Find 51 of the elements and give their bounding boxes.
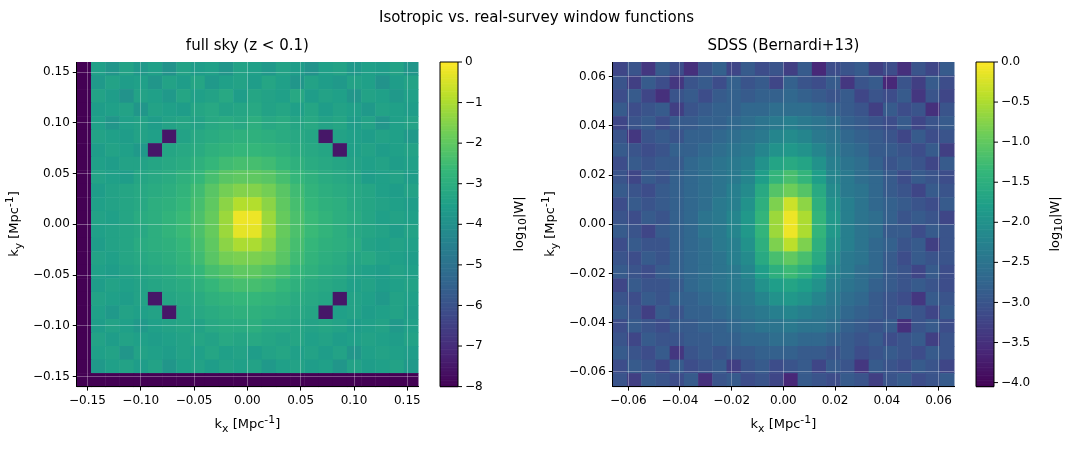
x-tick-label: 0.02 [821,392,849,407]
x-tick-label: −0.04 [661,392,699,407]
x-tick-label: 0.06 [925,392,952,407]
x-axis-title: k$_{x}$ [Mpc$^{-1}$] [750,412,817,435]
color-bar-label: −8 [465,378,483,393]
y-tick-label: −0.06 [568,363,606,378]
color-bar-label: −2.5 [1001,254,1031,269]
color-bar-label: −1 [465,94,483,109]
color-bar-label: 0.0 [1001,54,1021,69]
y-tick-label: −0.02 [568,265,606,280]
color-bar-label: −5 [465,257,483,271]
x-axis-title: k$_{x}$ [Mpc$^{-1}$] [214,412,281,435]
y-tick-label: −0.05 [32,267,70,282]
x-tick-label: 0.04 [873,392,901,407]
x-tick-label: 0.00 [770,392,797,407]
y-tick-label: −0.15 [32,368,70,383]
y-tick-label: 0.04 [579,118,606,133]
color-bar-label: −1.0 [1001,134,1031,149]
color-bar-label: −7 [465,338,483,353]
color-bar-label: −1.5 [1001,174,1031,189]
y-tick-label: 0.10 [43,114,70,129]
y-tick-label: 0.05 [43,165,70,180]
x-tick-label: −0.10 [122,392,160,407]
color-bar-label: −2 [465,135,483,150]
y-tick-label: 0.02 [579,167,606,182]
y-tick-label: 0.00 [43,216,70,231]
color-bar-label: −6 [465,297,483,312]
x-tick-label: −0.15 [69,392,106,407]
text: Isotropic vs. real-survey window functions [377,8,696,26]
x-tick-label: −0.05 [175,392,213,407]
y-tick-label: −0.10 [32,317,70,332]
color-bar-label: −2.0 [1001,214,1031,229]
chart-title: SDSS (Bernardi+13) [707,36,860,54]
x-tick-label: −0.02 [713,392,751,407]
y-tick-label: 0.06 [579,68,606,83]
x-tick-label: −0.06 [609,392,647,407]
color-bar-label: −0.5 [1001,94,1031,109]
x-tick-label: 0.05 [287,392,315,407]
color-bar-label: −4.0 [1001,374,1031,389]
x-tick-label: 0.00 [234,392,261,407]
color-bar-label: 0 [465,54,473,69]
x-tick-label: 0.15 [393,392,421,407]
color-bar-label: −3.5 [1001,334,1031,349]
y-tick-label: 0.00 [579,216,606,231]
y-tick-label: 0.15 [43,64,70,79]
chart-title: full sky (z < 0.1) [185,36,309,54]
y-tick-label: −0.04 [568,314,606,329]
x-tick-label: 0.10 [340,392,368,407]
color-bar-label: −3 [465,175,483,190]
color-bar-label: −4 [465,216,483,231]
color-bar-label: −3.0 [1001,294,1031,309]
